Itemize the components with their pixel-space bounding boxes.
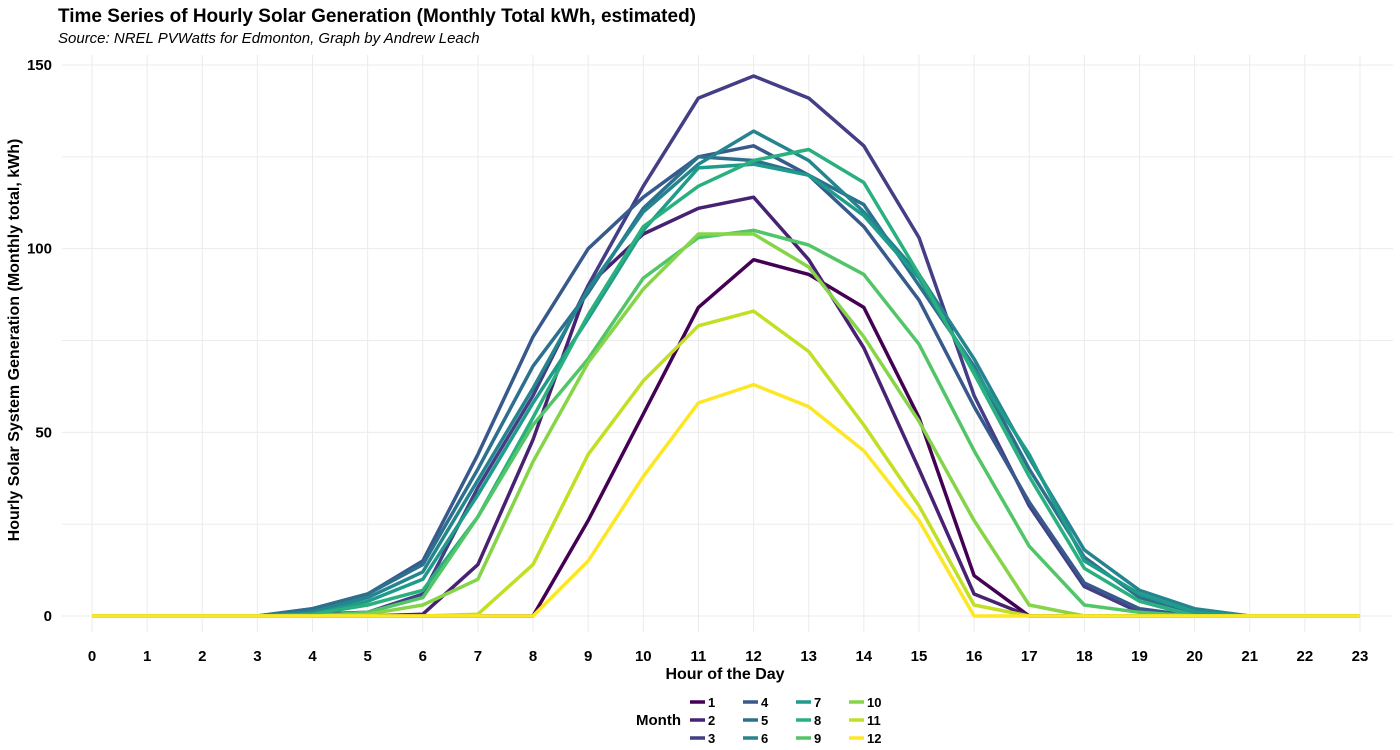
series-line-month-4 (92, 144, 1360, 618)
x-tick-label: 6 (419, 648, 427, 665)
x-tick-label: 18 (1076, 648, 1093, 665)
legend-label: 6 (761, 731, 768, 746)
legend-label: 5 (761, 713, 768, 728)
series-line-month-8 (92, 147, 1360, 618)
x-tick-label: 5 (363, 648, 371, 665)
x-tick-label: 12 (745, 648, 762, 665)
legend-label: 9 (814, 731, 821, 746)
chart-subtitle: Source: NREL PVWatts for Edmonton, Graph… (58, 30, 480, 47)
legend-label: 3 (708, 731, 715, 746)
y-tick-label: 150 (27, 57, 52, 74)
series-line-month-12 (92, 382, 1360, 618)
x-tick-label: 4 (308, 648, 317, 665)
y-tick-label: 50 (35, 424, 52, 441)
x-tick-label: 10 (635, 648, 652, 665)
legend-label: 10 (867, 695, 881, 710)
legend-label: 4 (761, 695, 769, 710)
series-line-month-11 (92, 309, 1360, 618)
y-axis-ticks: 0 50 100 150 (27, 57, 52, 625)
series-line-month-1 (92, 257, 1360, 618)
x-tick-label: 2 (198, 648, 206, 665)
x-tick-label: 17 (1021, 648, 1038, 665)
y-tick-label: 100 (27, 241, 52, 258)
x-tick-label: 0 (88, 648, 96, 665)
series-line-month-9 (92, 228, 1360, 618)
series-line-month-7 (92, 162, 1360, 618)
legend-label: 7 (814, 695, 821, 710)
legend-title: Month (636, 712, 681, 729)
x-tick-label: 16 (966, 648, 983, 665)
chart-title: Time Series of Hourly Solar Generation (… (58, 6, 696, 27)
x-tick-label: 20 (1186, 648, 1203, 665)
x-tick-label: 11 (691, 648, 707, 665)
series-lines (92, 74, 1360, 618)
series-line-month-2 (92, 195, 1360, 618)
x-tick-label: 15 (911, 648, 928, 665)
x-tick-label: 22 (1297, 648, 1314, 665)
x-tick-label: 21 (1241, 648, 1258, 665)
x-tick-label: 19 (1131, 648, 1148, 665)
x-tick-label: 8 (529, 648, 537, 665)
y-tick-label: 0 (44, 608, 52, 625)
legend-label: 8 (814, 713, 821, 728)
x-tick-label: 13 (800, 648, 817, 665)
x-axis-label: Hour of the Day (665, 666, 784, 683)
series-line-month-10 (92, 232, 1360, 618)
legend-label: 11 (867, 713, 881, 728)
legend-label: 1 (708, 695, 715, 710)
legend-label: 12 (867, 731, 881, 746)
x-tick-label: 1 (143, 648, 151, 665)
x-axis-ticks: 0 1 2 3 4 5 6 7 8 9 10 11 12 13 14 15 16 17 18 19 20 21 22 23 (88, 648, 1369, 665)
series-line-month-5 (92, 155, 1360, 618)
x-tick-label: 3 (253, 648, 261, 665)
x-tick-label: 23 (1352, 648, 1369, 665)
x-tick-label: 7 (474, 648, 482, 665)
x-tick-label: 14 (855, 648, 872, 665)
y-axis-label: Hourly Solar System Generation (Monthly … (6, 139, 23, 542)
grid-lines (62, 55, 1393, 632)
legend-label: 2 (708, 713, 715, 728)
x-tick-label: 9 (584, 648, 592, 665)
